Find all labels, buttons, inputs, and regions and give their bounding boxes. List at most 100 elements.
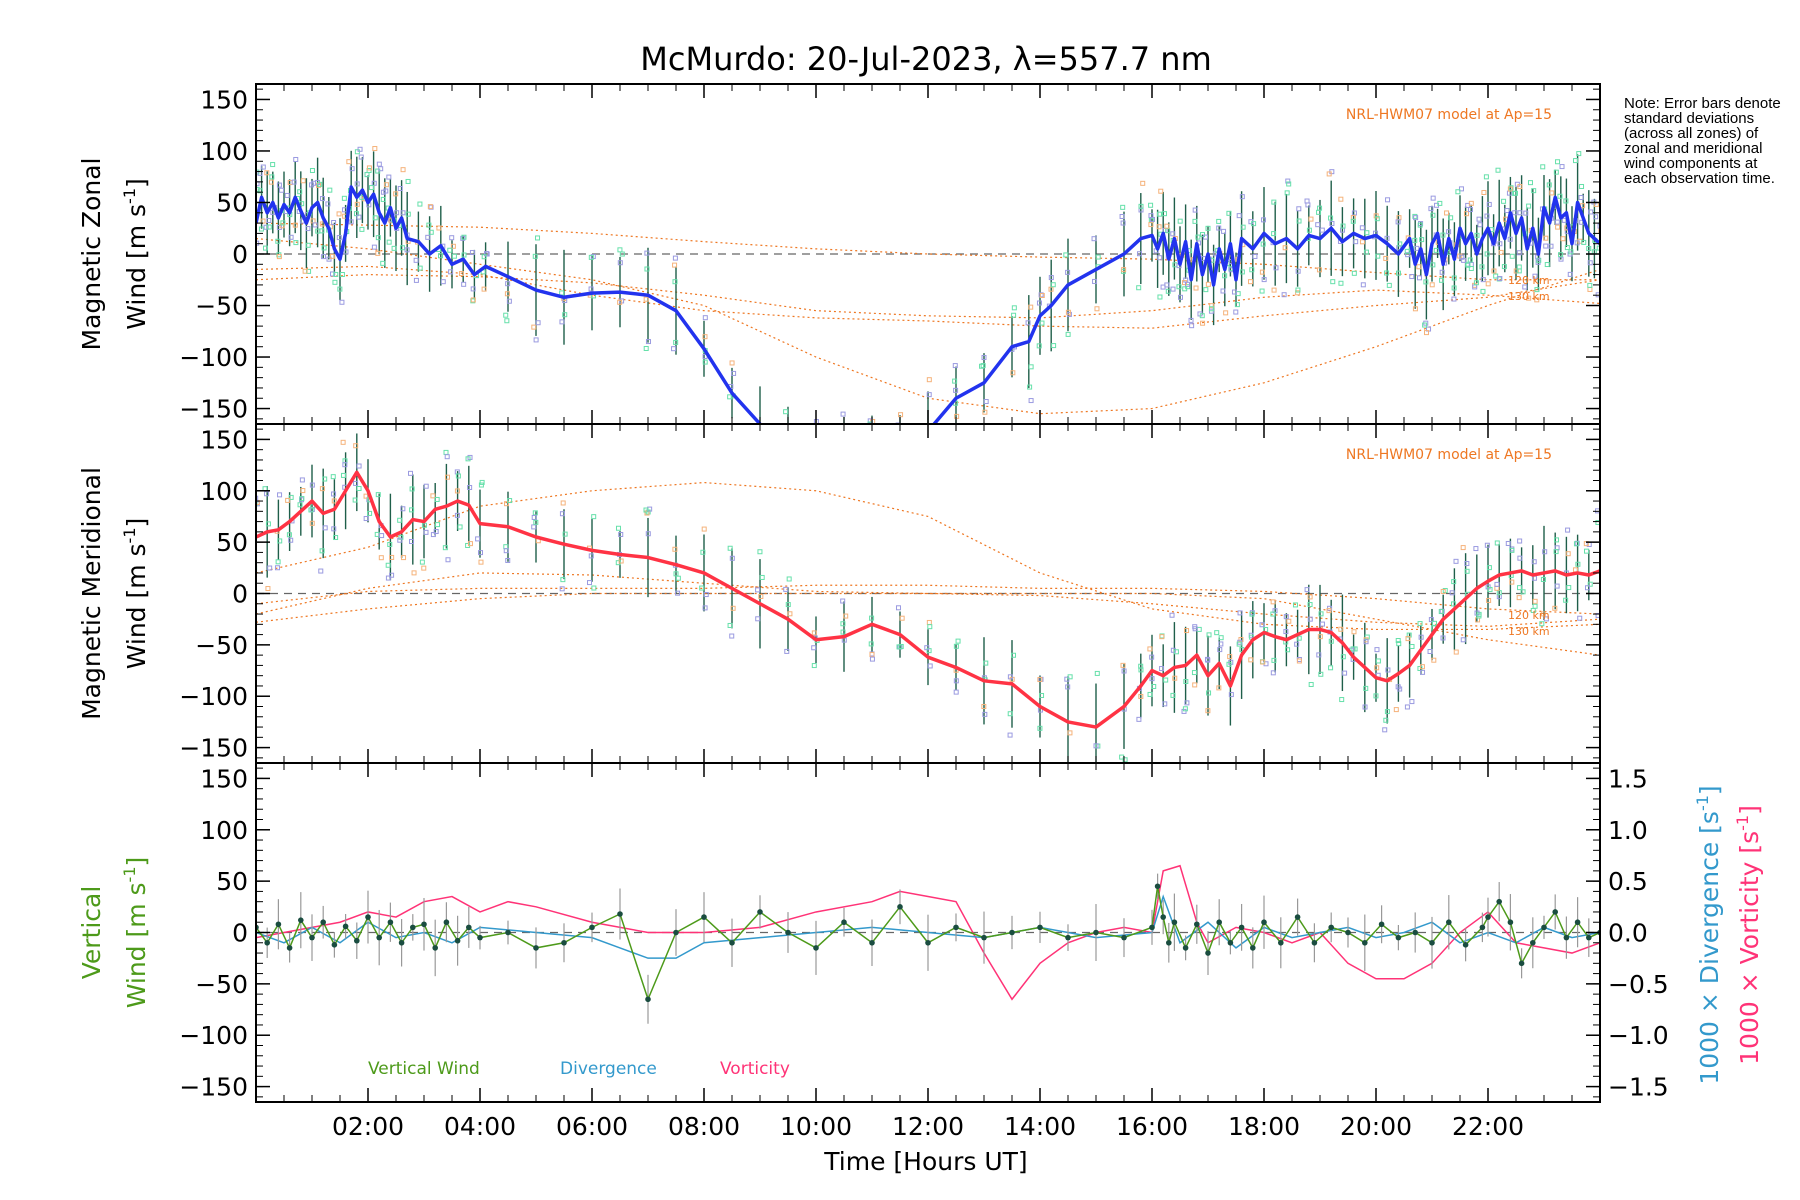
zone-point [926,392,932,398]
zone-point [1497,241,1503,247]
zone-point [1578,195,1584,201]
zone-point [279,223,285,229]
zone-point [436,225,442,231]
zone-point [841,478,845,482]
zone-point [460,235,466,241]
zone-point [1351,629,1357,635]
vertical-wind-point [1160,914,1166,920]
vertical-wind-point [1261,919,1267,926]
zone-point [869,652,875,658]
zone-point [1259,288,1265,294]
vertical-wind-point [1093,929,1099,936]
zone-point [1437,200,1443,206]
zone-point [279,187,285,193]
zone-point [954,413,960,419]
zone-point [408,470,414,476]
zone-point [280,220,286,226]
zone-point [1138,663,1144,669]
zone-point [1120,220,1126,226]
zone-point [1464,568,1470,574]
vertical-wind-point [298,917,304,923]
zone-point [532,510,538,516]
zone-point [276,254,282,260]
zone-point [983,660,989,666]
zone-point [300,488,306,494]
zone-point [1451,579,1457,585]
zone-point [619,251,625,257]
zone-point [1095,772,1099,776]
zone-point [811,663,817,669]
y-tick-label: −50 [195,970,248,999]
zone-point [442,545,448,551]
zone-point [417,265,423,271]
zone-point [1184,700,1190,706]
zone-point [309,168,315,174]
zone-point [479,479,485,485]
zone-point [982,711,988,717]
zone-point [1419,237,1425,243]
zone-point [1294,641,1300,647]
zone-point [1526,295,1532,301]
zone-point [1271,199,1277,205]
zone-point [1597,223,1600,229]
vertical-wind-point [443,919,450,926]
y-axis-label-line1: Vertical [77,886,106,980]
zone-point [1526,203,1532,209]
zone-point [1136,285,1142,291]
zone-point [331,491,337,497]
zone-point [1544,262,1550,268]
zone-point [359,226,365,232]
zone-point [341,195,347,201]
zone-point [1522,284,1528,290]
zone-point [758,593,764,599]
zone-point [1566,585,1572,591]
zone-point [1473,280,1479,286]
zone-point [952,363,958,369]
zone-point [1375,658,1381,664]
panel-plot-area [256,864,1600,1024]
y-axis-label-sup: -1 [120,527,139,543]
zone-point [1439,277,1445,283]
zone-point [1326,171,1332,177]
zone-point [1308,216,1314,222]
zone-point [1182,706,1188,712]
zone-point [1038,292,1044,298]
zone-point [1067,674,1073,680]
zone-point [297,189,303,195]
zone-point [1449,590,1455,596]
zone-point [1260,217,1266,223]
zone-point [401,555,407,561]
zone-point [260,218,266,224]
zone-point [560,577,566,583]
zone-point [1304,587,1310,593]
zone-point [421,565,427,571]
zone-point [348,219,354,225]
zone-point [1338,280,1344,286]
vertical-wind-point [320,919,327,926]
zone-point [1417,275,1423,281]
y-axis-label-line2: Wind [m s-1] [120,857,151,1009]
zone-point [262,245,268,251]
zone-point [470,298,476,304]
zone-point [1484,213,1490,219]
zone-point [1512,210,1518,216]
zone-point [1094,780,1098,784]
zone-point [1249,267,1255,273]
zone-point [1191,670,1197,676]
zone-point [1164,282,1170,288]
zone-point [1036,343,1042,349]
zone-point [330,271,336,277]
zone-point [448,269,454,275]
vertical-wind-point [1552,909,1558,915]
zone-point [277,492,283,498]
y-axis-label-line1: Magnetic Meridional [77,467,106,720]
zone-point [478,550,484,556]
y-tick-label: 150 [200,764,248,793]
zone-point [389,554,395,560]
zone-point [445,557,451,563]
zone-point [953,643,959,649]
zone-point [330,474,336,480]
zone-point [1555,159,1561,165]
zone-point [1517,538,1523,544]
zone-point [356,485,362,491]
